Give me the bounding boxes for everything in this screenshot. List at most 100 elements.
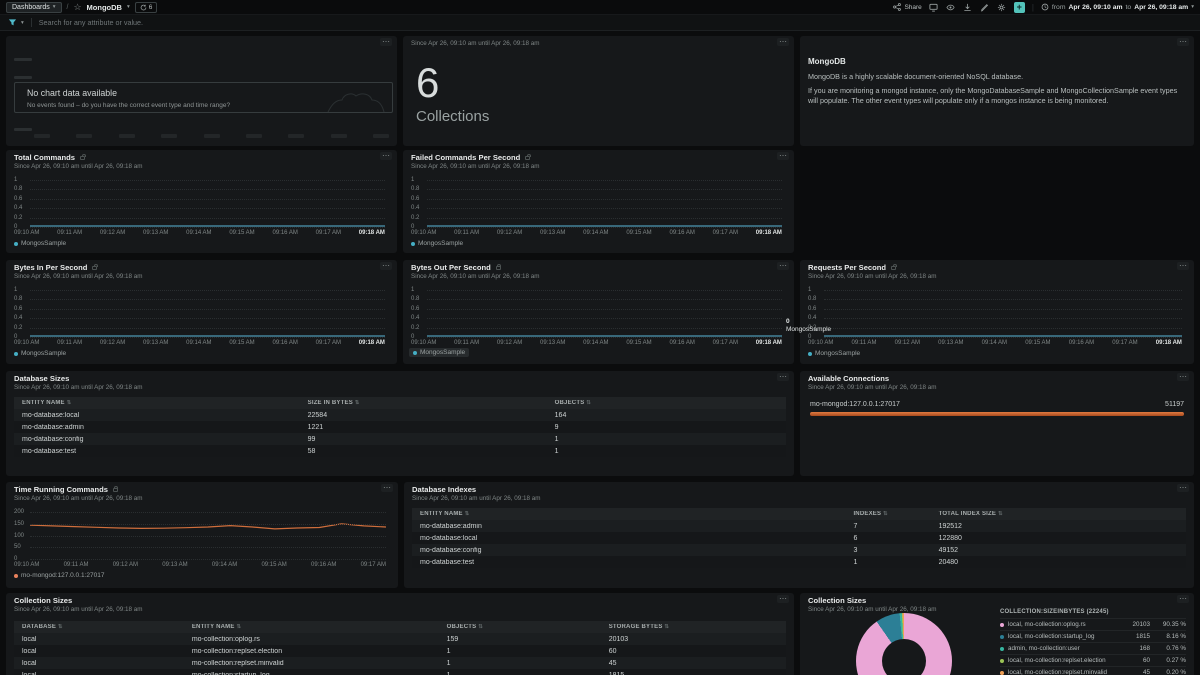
table-row[interactable]: mo-database:local 22584 164 — [14, 409, 786, 421]
column-header[interactable]: INDEXES ⇅ — [853, 511, 888, 517]
plus-icon: + — [1016, 2, 1022, 12]
column-header[interactable]: ENTITY NAME ⇅ — [420, 511, 470, 517]
widget-title: Bytes In Per Second — [14, 263, 88, 272]
table-header-row: ENTITY NAME ⇅ INDEXES ⇅ TOTAL INDEX SIZE ⇅ — [412, 508, 1186, 520]
settings-button[interactable] — [997, 2, 1007, 12]
chart-legend[interactable]: MongosSample — [411, 240, 463, 247]
column-header[interactable]: DATABASE ⇅ — [22, 624, 63, 630]
widget-requests: Requests Per Second ⋯ Since Apr 26, 09:1… — [800, 260, 1194, 364]
visibility-button[interactable] — [946, 2, 956, 12]
table-row[interactable]: mo-database:admin 7 192512 — [412, 520, 1186, 532]
column-header[interactable]: STORAGE BYTES ⇅ — [608, 624, 670, 630]
x-axis-label: 09:10 AM — [14, 340, 40, 346]
gridline — [30, 217, 385, 219]
table-row[interactable]: mo-database:admin 1221 9 — [14, 421, 786, 433]
edit-button[interactable] — [980, 2, 990, 12]
top-navigation-bar: Dashboards ▾ / ☆ MongoDB ▾ 6 Share — [0, 0, 1200, 15]
x-axis-label: 09:13 AM — [938, 340, 964, 346]
markdown-paragraph: MongoDB is a highly scalable document-or… — [808, 72, 1024, 81]
widget-menu-button[interactable]: ⋯ — [381, 483, 393, 492]
x-axis-label: 09:16 AM — [272, 230, 298, 236]
y-axis-label: 0.4 — [411, 315, 420, 322]
widget-menu-button[interactable]: ⋯ — [777, 37, 789, 46]
widget-title: Failed Commands Per Second — [411, 153, 521, 162]
search-input[interactable]: Search for any attribute or value. — [38, 18, 144, 27]
widget-menu-button[interactable]: ⋯ — [777, 151, 789, 160]
table-row[interactable]: local mo-collection:replset.minvalid 1 45 — [14, 657, 786, 669]
column-header[interactable]: SIZE IN BYTES ⇅ — [307, 400, 360, 406]
time-from-label: from — [1051, 3, 1066, 11]
tv-mode-button[interactable] — [929, 2, 939, 12]
breadcrumb-label: Dashboards — [12, 3, 50, 11]
table-cell: mo-collection:startup_log — [191, 671, 270, 675]
table-row[interactable]: local mo-collection:startup_log 1 1815 — [14, 669, 786, 675]
legend-item[interactable]: local, mo-collection:replset.election 60 0… — [1000, 654, 1186, 666]
add-widget-button[interactable]: + — [1013, 1, 1025, 13]
lock-icon — [525, 154, 531, 160]
chart-legend[interactable]: MongosSample — [14, 350, 66, 357]
column-header[interactable]: TOTAL INDEX SIZE ⇅ — [938, 511, 1003, 517]
chart-legend[interactable]: MongosSample — [808, 350, 860, 357]
chart-legend[interactable]: mo-mongod:127.0.0.1:27017 — [14, 572, 104, 579]
x-axis-label: 09:17 AM — [712, 340, 738, 346]
widget-menu-button[interactable]: ⋯ — [777, 594, 789, 603]
chart-legend[interactable]: MongosSample — [409, 348, 470, 357]
chart-legend[interactable]: MongosSample — [14, 240, 66, 247]
favorite-star-icon[interactable]: ☆ — [73, 2, 82, 12]
table-row[interactable]: local mo-collection:replset.election 1 60 — [14, 645, 786, 657]
widget-timerange: Since Apr 26, 09:10 am until Apr 26, 09:… — [14, 163, 143, 170]
markdown-title: MongoDB — [808, 57, 846, 66]
filter-funnel-icon[interactable] — [8, 18, 17, 27]
x-axis-label: 09:17 AM — [315, 340, 341, 346]
column-header[interactable]: OBJECTS ⇅ — [554, 400, 592, 406]
widget-menu-button[interactable]: ⋯ — [1177, 483, 1189, 492]
gridline — [427, 189, 782, 191]
legend-item[interactable]: local, mo-collection:oplog.rs 20103 90.35 … — [1000, 618, 1186, 630]
table-cell: 58 — [307, 447, 316, 455]
widget-menu-button[interactable]: ⋯ — [1177, 37, 1189, 46]
gridline — [427, 327, 782, 329]
column-header[interactable]: ENTITY NAME ⇅ — [22, 400, 72, 406]
export-button[interactable] — [963, 2, 973, 12]
y-axis-label: 1 — [808, 287, 812, 293]
no-data-message: No events found – do you have the correc… — [27, 102, 231, 109]
chevron-down-icon[interactable]: ▾ — [21, 19, 24, 26]
widget-menu-button[interactable]: ⋯ — [1177, 594, 1189, 603]
widget-menu-button[interactable]: ⋯ — [777, 372, 789, 381]
table-row[interactable]: mo-database:config 99 1 — [14, 433, 786, 445]
table-cell: 1 — [446, 647, 451, 655]
column-header[interactable]: OBJECTS ⇅ — [446, 624, 483, 630]
widget-menu-button[interactable]: ⋯ — [777, 261, 789, 270]
chevron-down-icon[interactable]: ▾ — [126, 4, 130, 10]
dashboards-breadcrumb-button[interactable]: Dashboards ▾ — [6, 1, 62, 13]
plot-area: 200 150 100 50 0 — [14, 509, 387, 562]
legend-item[interactable]: local, mo-collection:replset.minvalid 45 0… — [1000, 666, 1186, 675]
table-row[interactable]: mo-database:local 6 122880 — [412, 532, 1186, 544]
x-axis-label: 09:13 AM — [540, 230, 566, 236]
widget-menu-button[interactable]: ⋯ — [380, 37, 392, 46]
refresh-badge[interactable]: 6 — [134, 1, 158, 13]
table-cell: 60 — [608, 647, 617, 655]
x-axis-label: 09:14 AM — [211, 562, 238, 568]
line-series — [427, 180, 782, 227]
x-axis-label: 09:14 AM — [583, 340, 609, 346]
column-header[interactable]: ENTITY NAME ⇅ — [191, 624, 242, 630]
widget-menu-button[interactable]: ⋯ — [380, 151, 392, 160]
share-button[interactable]: Share — [893, 3, 922, 11]
legend-label: local, mo-collection:oplog.rs — [1008, 621, 1086, 628]
table-row[interactable]: local mo-collection:oplog.rs 159 20103 — [14, 633, 786, 645]
time-range-picker[interactable]: from Apr 26, 09:10 am to Apr 26, 09:18 a… — [1041, 3, 1194, 11]
x-axis-label: 09:14 AM — [186, 230, 212, 236]
widget-menu-button[interactable]: ⋯ — [380, 261, 392, 270]
table-row[interactable]: mo-database:test 58 1 — [14, 445, 786, 457]
donut-chart[interactable] — [856, 613, 952, 675]
legend-item[interactable]: admin, mo-collection:user 168 0.76 % — [1000, 642, 1186, 654]
x-axis-label: 09:17 AM — [315, 230, 341, 236]
y-axis-label: 0 — [14, 334, 18, 340]
table-row[interactable]: mo-database:config 3 49152 — [412, 544, 1186, 556]
widget-menu-button[interactable]: ⋯ — [1177, 261, 1189, 270]
connections-bar[interactable] — [810, 412, 1184, 416]
table-row[interactable]: mo-database:test 1 20480 — [412, 556, 1186, 568]
legend-item[interactable]: local, mo-collection:startup_log 1815 8.16… — [1000, 630, 1186, 642]
widget-menu-button[interactable]: ⋯ — [1177, 372, 1189, 381]
